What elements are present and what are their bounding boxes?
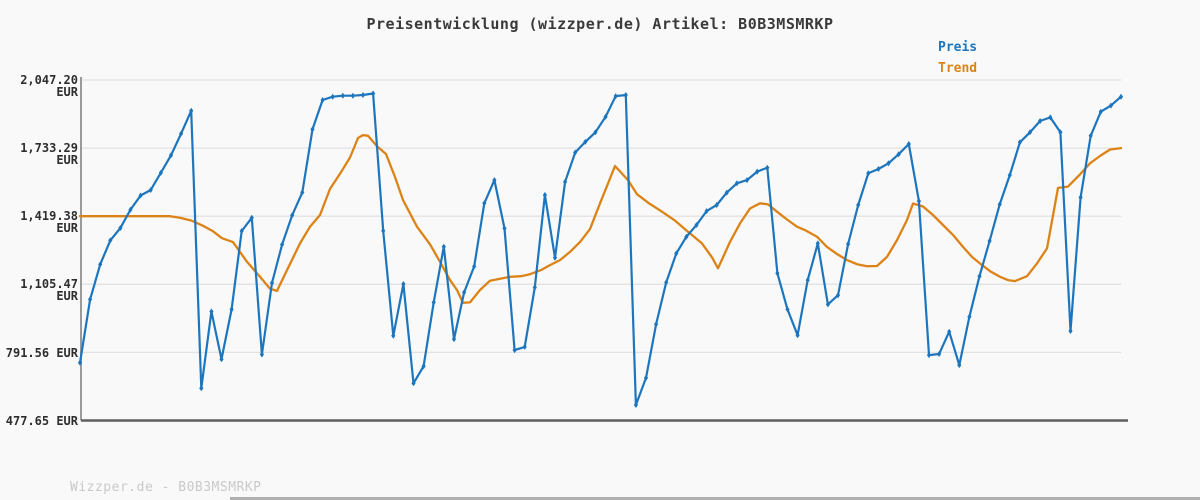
price-line (77, 90, 1124, 408)
horizontal-scrollbar[interactable] (230, 497, 1200, 500)
y-tick-label-2: 1,419.38 EUR (20, 209, 78, 235)
trend-line (78, 133, 1123, 304)
y-tick-label-0: 2,047.20 EUR (20, 73, 78, 99)
y-tick-label-5: 477.65 EUR (5, 414, 78, 428)
y-tick-label-1: 1,733.29 EUR (20, 141, 78, 167)
y-tick-label-3: 1,105.47 EUR (20, 277, 78, 303)
watermark: Wizzper.de - B0B3MSMRKP (70, 480, 262, 495)
chart-title: Preisentwicklung (wizzper.de) Artikel: B… (366, 15, 834, 33)
legend-item-preis: Preis (938, 40, 978, 55)
y-tick-label-4: 791.56 EUR (5, 346, 78, 360)
legend-item-trend: Trend (938, 61, 978, 76)
